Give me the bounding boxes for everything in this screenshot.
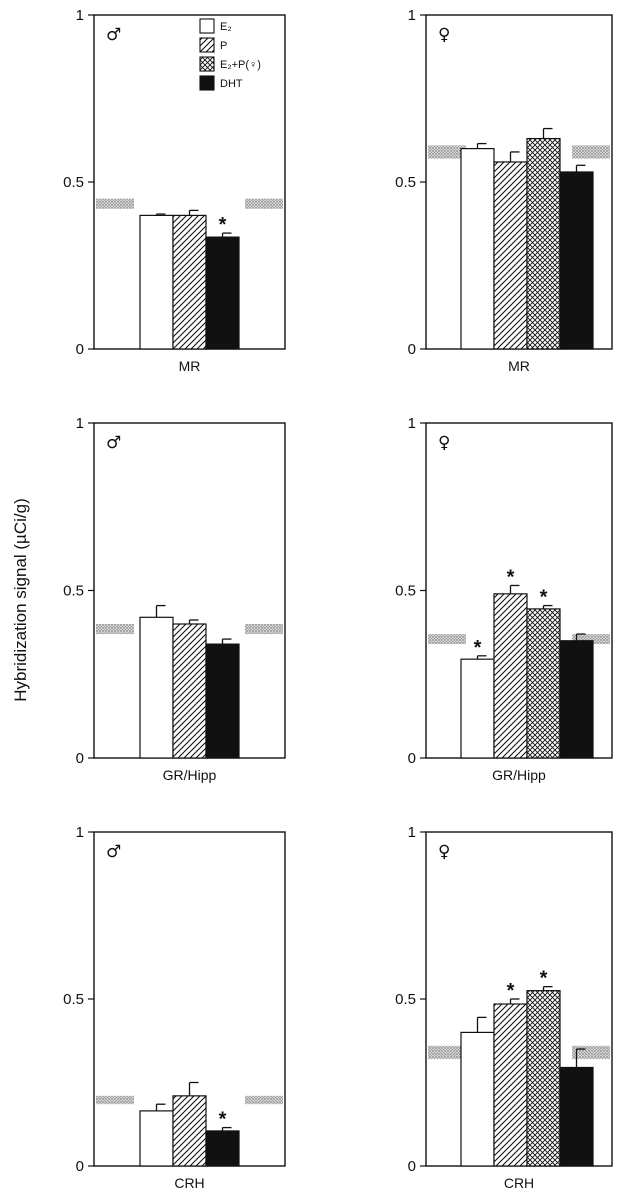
reference-band-left (428, 145, 466, 159)
sex-symbol: ♀ (438, 433, 450, 453)
y-tick-label: 0 (76, 750, 84, 767)
y-tick-label: 0.5 (63, 991, 84, 1008)
bar-E2 (460, 148, 495, 350)
legend: E₂ P E₂+P(♀) DHT (199, 18, 261, 91)
reference-band-right (245, 198, 283, 209)
sex-symbol: ♀ (438, 25, 450, 45)
bar-DHT (559, 1066, 594, 1167)
reference-band-left (96, 624, 134, 635)
bar-DHT (559, 640, 594, 759)
legend-swatch-E2P (199, 56, 215, 72)
bar-E2 (460, 1031, 495, 1167)
panel-male-CRH: 0 0.5 1 ♂ * CRH (63, 824, 286, 1191)
y-tick-label: 0 (408, 750, 416, 767)
significance-star-DHT: * (219, 214, 227, 236)
significance-star-E2: * (474, 637, 482, 659)
sex-symbol: ♂ (106, 433, 121, 453)
reference-band-right (572, 145, 610, 159)
reference-band-right (572, 1045, 610, 1060)
x-axis-label: GR/Hipp (163, 767, 217, 783)
x-axis-label: MR (508, 358, 530, 374)
significance-star-P: * (507, 980, 515, 1002)
y-tick-label: 1 (408, 7, 416, 24)
significance-star-DHT: * (219, 1109, 227, 1131)
x-axis-label: MR (179, 358, 201, 374)
bar-P (172, 623, 207, 759)
panel-female-GR: 0 0.5 1 ♀ * * * GR/Hipp (395, 415, 613, 783)
bar-P (172, 214, 207, 350)
y-tick-label: 0.5 (63, 174, 84, 191)
legend-swatch-E2 (199, 18, 215, 34)
y-tick-label: 0.5 (395, 583, 416, 600)
bar-DHT (205, 643, 240, 759)
x-axis-label: CRH (174, 1175, 204, 1191)
y-tick-label: 0.5 (395, 174, 416, 191)
bar-P (493, 161, 528, 350)
bar-DHT (559, 171, 594, 350)
panel-female-CRH: 0 0.5 1 ♀ * * CRH (395, 824, 613, 1191)
bar-E2P (526, 990, 561, 1167)
y-axis-label: Hybridization signal (µCi/g) (11, 498, 30, 701)
sex-symbol: ♂ (106, 25, 121, 45)
y-tick-label: 1 (76, 415, 84, 432)
bar-DHT (205, 236, 240, 350)
y-tick-label: 0 (408, 1158, 416, 1175)
reference-band-right (245, 624, 283, 635)
x-axis-label: CRH (504, 1175, 534, 1191)
bar-E2 (139, 616, 174, 759)
bar-P (172, 1095, 207, 1167)
panel-female-MR: 0 0.5 1 ♀ MR (395, 7, 613, 374)
bar-E2P (526, 137, 561, 350)
y-tick-label: 0 (76, 1158, 84, 1175)
y-tick-label: 1 (76, 824, 84, 841)
legend-label-E2: E₂ (220, 21, 232, 33)
legend-swatch-DHT (199, 75, 215, 91)
panel-male-MR: 0 0.5 1 ♂ * MR (63, 7, 286, 374)
bar-P (493, 1003, 528, 1167)
y-tick-label: 0.5 (395, 991, 416, 1008)
panel-male-GR: 0 0.5 1 ♂ GR/Hipp (63, 415, 286, 783)
x-axis-label: GR/Hipp (492, 767, 546, 783)
reference-band-left (96, 1095, 134, 1105)
bar-P (493, 593, 528, 759)
sex-symbol: ♂ (106, 842, 121, 862)
bar-E2 (139, 214, 174, 350)
reference-band-left (428, 1045, 466, 1060)
sex-symbol: ♀ (438, 842, 450, 862)
reference-band-right (572, 634, 610, 645)
legend-label-P: P (220, 40, 227, 52)
significance-star-E2P: * (540, 968, 548, 990)
legend-swatch-P (199, 37, 215, 53)
bar-E2 (139, 1110, 174, 1167)
bar-DHT (205, 1130, 240, 1167)
y-tick-label: 1 (408, 824, 416, 841)
legend-label-E2P: E₂+P(♀) (220, 59, 261, 71)
bar-E2P (526, 608, 561, 759)
bar-E2 (460, 658, 495, 759)
y-tick-label: 1 (76, 7, 84, 24)
significance-star-E2P: * (540, 587, 548, 609)
y-tick-label: 0 (76, 341, 84, 358)
reference-band-right (245, 1095, 283, 1105)
significance-star-P: * (507, 566, 515, 588)
reference-band-left (96, 198, 134, 209)
reference-band-left (428, 634, 466, 645)
y-tick-label: 0.5 (63, 583, 84, 600)
legend-label-DHT: DHT (220, 78, 243, 90)
y-tick-label: 0 (408, 341, 416, 358)
y-tick-label: 1 (408, 415, 416, 432)
